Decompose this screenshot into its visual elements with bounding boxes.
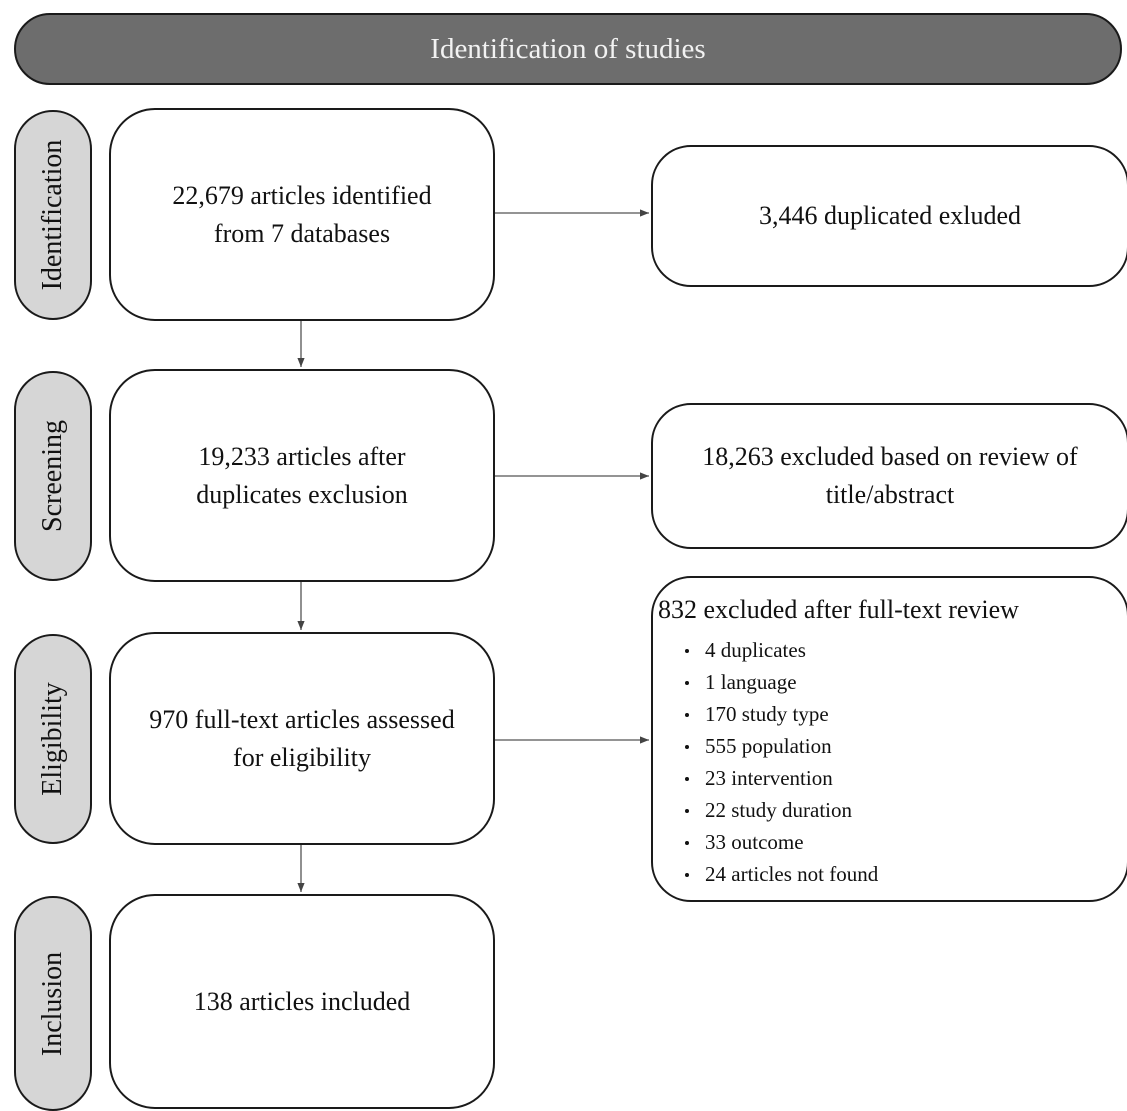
box-identified: 22,679 articles identified from 7 databa… <box>109 108 495 321</box>
box-included: 138 articles included <box>109 894 495 1109</box>
box-included-text: 138 articles included <box>193 986 411 1016</box>
list-item: 1 language <box>685 666 878 698</box>
list-item: 24 articles not found <box>685 858 878 890</box>
list-item: 170 study type <box>685 698 878 730</box>
box-fulltext-excluded: 832 excluded after full-text review 4 du… <box>651 576 1127 902</box>
header-bar: Identification of studies <box>14 13 1122 85</box>
list-item: 4 duplicates <box>685 634 878 666</box>
box-identified-line2: from 7 databases <box>213 218 391 248</box>
list-item: 23 intervention <box>685 762 878 794</box>
box-eligible-line2: for eligibility <box>233 742 371 772</box>
list-item: 555 population <box>685 730 878 762</box>
box-screened: 19,233 articles after duplicates exclusi… <box>109 369 495 582</box>
header-title: Identification of studies <box>430 32 706 65</box>
box-duplicates-text: 3,446 duplicated exluded <box>758 201 1022 230</box>
phase-inclusion: Inclusion <box>14 896 92 1111</box>
box-eligible-line1: 970 full-text articles assessed <box>149 704 455 734</box>
phase-eligibility: Eligibility <box>14 634 92 844</box>
box-title-abstract-line2: title/abstract <box>825 480 955 509</box>
fulltext-reasons-list: 4 duplicates 1 language 170 study type 5… <box>685 634 878 890</box>
phase-identification: Identification <box>14 110 92 320</box>
fulltext-excluded-title: 832 excluded after full-text review <box>658 595 1019 624</box>
phase-screening: Screening <box>14 371 92 581</box>
box-identified-line1: 22,679 articles identified <box>172 180 432 210</box>
list-item: 33 outcome <box>685 826 878 858</box>
box-screened-line1: 19,233 articles after <box>198 441 406 471</box>
box-title-abstract-excluded: 18,263 excluded based on review of title… <box>651 403 1127 549</box>
list-item: 22 study duration <box>685 794 878 826</box>
box-screened-line2: duplicates exclusion <box>196 479 408 509</box>
box-eligible: 970 full-text articles assessed for elig… <box>109 632 495 845</box>
box-duplicates-excluded: 3,446 duplicated exluded <box>651 145 1127 287</box>
box-title-abstract-line1: 18,263 excluded based on review of <box>702 442 1078 471</box>
